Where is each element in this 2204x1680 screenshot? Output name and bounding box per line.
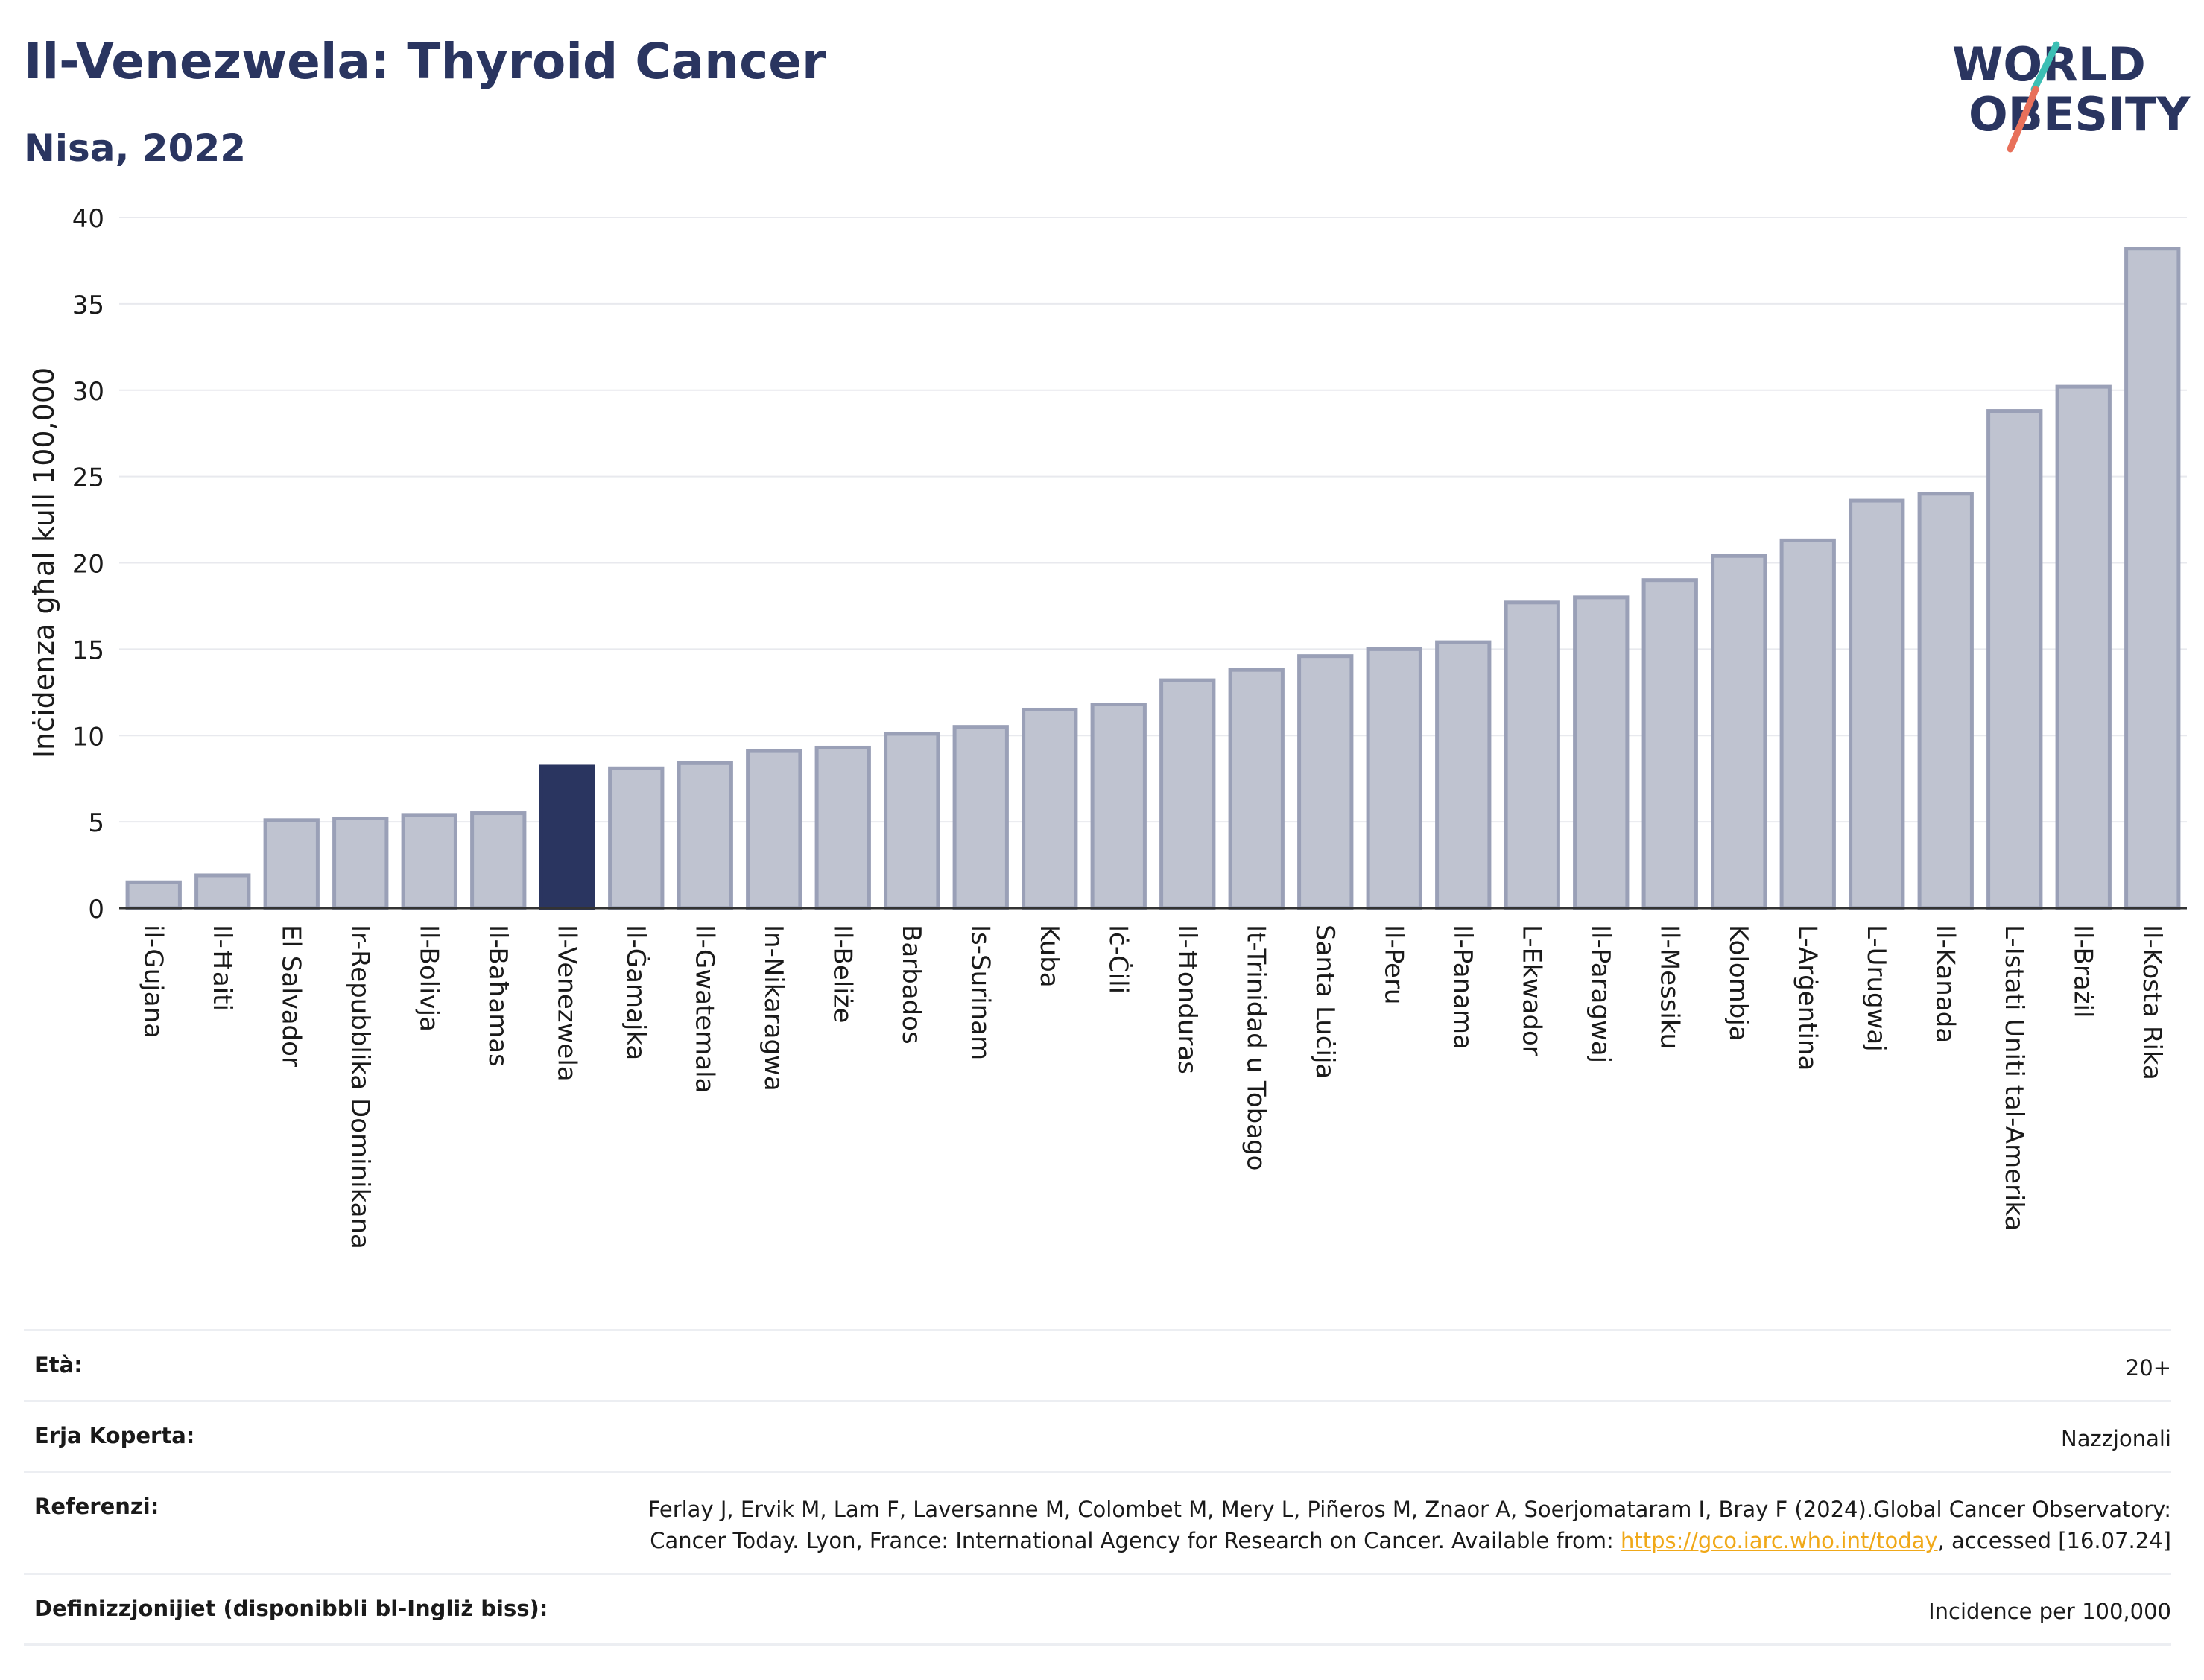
bar-il-venezwela (539, 764, 595, 910)
y-tick-label: 40 (72, 204, 104, 234)
x-tick-label: Il-Gwatemala (689, 925, 719, 1093)
x-tick-label: Il-Venezwela (551, 925, 581, 1082)
world-obesity-logo: WORLD OBESITY (1952, 37, 2191, 153)
bar-it-trinidad-u-tobago (1228, 668, 1285, 910)
y-tick-label: 10 (72, 722, 104, 752)
x-tick-label: Il-Brażil (2068, 925, 2097, 1018)
meta-row-age: Età: 20+ (24, 1329, 2171, 1400)
bar-il-beli-e (814, 745, 871, 910)
x-tick-label: L-Urugwaj (1861, 925, 1891, 1052)
bar-l-ar-entina (1779, 538, 1836, 910)
meta-row-references: Referenzi: Ferlay J, Ervik M, Lam F, Lav… (24, 1471, 2171, 1573)
x-tick-label: Barbados (896, 925, 926, 1045)
bar-il-aiti (194, 873, 251, 910)
x-tick-label: L-Istati Uniti tal-Amerika (1999, 925, 2029, 1231)
bar-l-urugwaj (1849, 498, 1905, 910)
y-tick-label: 15 (72, 635, 104, 665)
bar-barbados (884, 732, 940, 910)
bar-ir-repubblika-dominikana (332, 816, 389, 910)
x-tick-label: Il-Peru (1378, 925, 1408, 1004)
meta-row-definitions: Definizzjonijiet (disponibbli bl-Ingliż … (24, 1573, 2171, 1646)
logo-slash-bottom (2007, 86, 2039, 153)
x-tick-label: Il-Panama (1448, 925, 1478, 1050)
x-tick-label: Ir-Repubblika Dominikana (345, 925, 375, 1249)
logo-slash-top (2030, 41, 2060, 93)
coverage-value: Nazzjonali (2061, 1426, 2171, 1452)
x-tick-label: Iċ-Ċili (1103, 925, 1133, 994)
age-label: Età: (34, 1352, 83, 1378)
x-tick-label: Il-Beliże (827, 925, 857, 1023)
bar-il-gujana (125, 880, 182, 910)
bar-il-panama (1435, 640, 1492, 910)
definitions-label: Definizzjonijiet (disponibbli bl-Ingliż … (34, 1596, 548, 1622)
bar-l-ekwador (1504, 600, 1560, 910)
bar-santa-lu-ija (1297, 654, 1354, 910)
x-axis-labels: il-Gujana Il-Ħaiti El Salvador Ir-Repubblik… (138, 925, 2167, 1249)
x-tick-label: Kuba (1034, 925, 1064, 988)
references-value: Ferlay J, Ervik M, Lam F, Laversanne M, … (621, 1494, 2171, 1556)
page-title: Il-Venezwela: Thyroid Cancer (24, 33, 826, 90)
bar-il-paragwaj (1573, 595, 1630, 910)
x-tick-label: Santa Luċija (1310, 925, 1340, 1079)
bar-il-amajka (608, 766, 665, 910)
bar-il-messiku (1641, 578, 1698, 910)
bar-il-kosta-rika (2124, 247, 2181, 910)
coverage-label: Erja Koperta: (34, 1423, 195, 1449)
references-label: Referenzi: (34, 1494, 159, 1520)
x-tick-label: Il-Paragwaj (1586, 925, 1615, 1063)
references-after: , accessed [16.07.24] (1937, 1528, 2171, 1554)
y-tick-label: 0 (88, 895, 104, 925)
bar-kolombja (1711, 554, 1767, 910)
page-subtitle: Nisa, 2022 (24, 127, 247, 170)
bars (125, 247, 2181, 910)
y-tick-label: 30 (72, 377, 104, 407)
x-tick-label: Il-Bolivja (414, 925, 443, 1032)
x-tick-label: L-Arġentina (1792, 925, 1822, 1071)
y-axis-ticks: 0 5 10 15 20 25 30 35 40 (72, 204, 104, 925)
bar-il-gwatemala (677, 761, 733, 910)
x-tick-label: Il-Kanada (1930, 925, 1960, 1043)
bar-il-bra-il (2055, 384, 2112, 910)
bar-in-nikaragwa (746, 749, 802, 910)
bar-il-onduras (1159, 678, 1216, 910)
bar-l-istati-uniti-tal-amerika (1986, 409, 2043, 910)
x-tick-label: il-Gujana (138, 925, 168, 1039)
bar-il-ba-amas (470, 811, 527, 910)
x-tick-label: Il-Ġamajka (621, 925, 651, 1060)
y-tick-label: 5 (88, 808, 104, 838)
x-tick-label: El Salvador (276, 925, 305, 1067)
bar-il-peru (1366, 647, 1422, 910)
x-tick-label: L-Ekwador (1516, 925, 1546, 1056)
x-tick-label: Is-Surinam (965, 925, 995, 1060)
bar-il-bolivja (401, 813, 457, 910)
x-tick-label: Il-Baħamas (483, 925, 513, 1067)
y-axis-label: Inċidenza għal kull 100,000 (28, 367, 60, 758)
y-tick-label: 20 (72, 550, 104, 580)
x-tick-label: Il-Ħaiti (207, 925, 237, 1011)
logo-line-obesity: OBESITY (1969, 87, 2191, 142)
bar-i-ili (1090, 703, 1147, 910)
metadata-table: Età: 20+ Erja Koperta: Nazzjonali Refere… (24, 1329, 2171, 1646)
meta-row-coverage: Erja Koperta: Nazzjonali (24, 1400, 2171, 1471)
definitions-value: Incidence per 100,000 (1928, 1599, 2171, 1625)
grid-layer (119, 217, 2187, 823)
x-tick-label: Il-Ħonduras (1172, 925, 1202, 1074)
x-tick-label: Il-Messiku (1654, 925, 1684, 1049)
y-tick-label: 35 (72, 291, 104, 320)
bar-chart: 0 5 10 15 20 25 30 35 40 il-Gujana Il-Ħaiti El Sal… (28, 204, 2187, 1249)
age-value: 20+ (2125, 1355, 2171, 1381)
references-text: Ferlay J, Ervik M, Lam F, Laversanne M, … (647, 1497, 2171, 1554)
x-tick-label: Il-Kosta Rika (2137, 925, 2167, 1080)
references-link[interactable]: https://gco.iarc.who.int/today (1620, 1528, 1938, 1554)
y-tick-label: 25 (72, 463, 104, 493)
x-tick-label: It-Trinidad u Tobago (1241, 925, 1270, 1170)
bar-el-salvador (263, 818, 320, 910)
x-tick-label: In-Nikaragwa (759, 925, 788, 1091)
bar-is-surinam (952, 725, 1009, 910)
bar-il-kanada (1917, 492, 1974, 910)
x-tick-label: Kolombja (1723, 925, 1753, 1042)
bar-kuba (1022, 707, 1078, 910)
